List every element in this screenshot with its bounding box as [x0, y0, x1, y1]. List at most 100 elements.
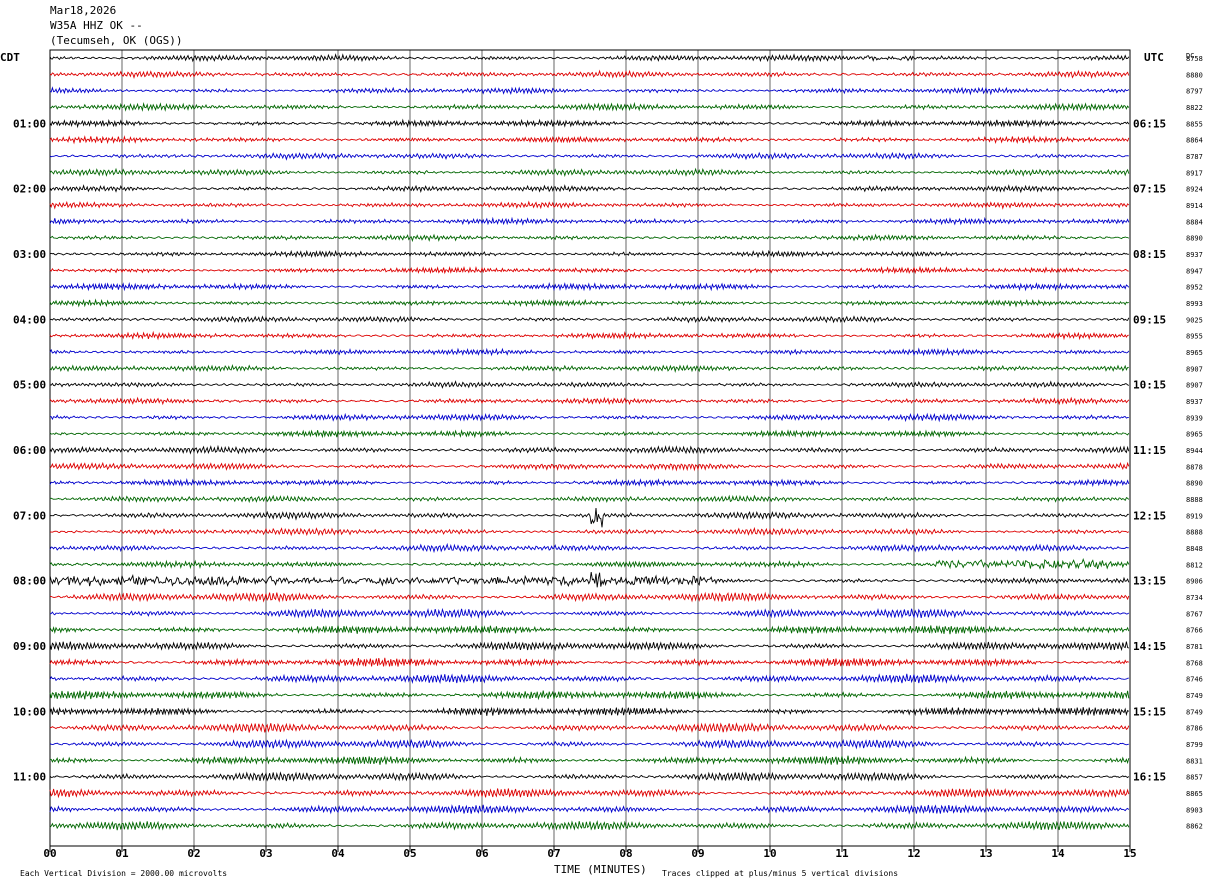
- dc-offset-label: 8937: [1186, 398, 1203, 406]
- seismogram-trace: [49, 771, 1130, 782]
- right-timezone-label: UTC: [1144, 51, 1164, 64]
- footer-clip-note: Traces clipped at plus/minus 5 vertical …: [662, 869, 898, 878]
- dc-label: DC: [1186, 52, 1194, 60]
- left-hour-label: 07:00: [13, 509, 46, 522]
- dc-offset-label: 8862: [1186, 823, 1203, 831]
- dc-offset-label: 8919: [1186, 512, 1203, 520]
- dc-offset-label: 8917: [1186, 169, 1203, 177]
- left-hour-label: 11:00: [13, 771, 46, 784]
- dc-offset-label: 8749: [1186, 692, 1203, 700]
- dc-offset-label: 8848: [1186, 545, 1203, 553]
- seismogram-trace: [49, 101, 1130, 112]
- seismogram-trace: [49, 557, 1130, 570]
- right-hour-label: 10:15: [1133, 379, 1166, 392]
- seismogram-trace: [49, 380, 1129, 389]
- seismogram-trace: [49, 151, 1129, 161]
- left-hour-label: 03:00: [13, 248, 46, 261]
- dc-offset-label: 8952: [1186, 284, 1203, 292]
- seismogram-trace: [49, 347, 1130, 357]
- dc-offset-label: 8965: [1186, 431, 1203, 439]
- seismogram-trace: [49, 804, 1130, 815]
- right-hour-label: 11:15: [1133, 444, 1166, 457]
- left-hour-label: 02:00: [13, 183, 46, 196]
- dc-offset-label: 8734: [1186, 594, 1203, 602]
- seismogram-trace: [49, 690, 1130, 701]
- dc-offset-label: 8937: [1186, 251, 1203, 259]
- seismogram-trace: [49, 53, 1130, 63]
- dc-offset-label: 8799: [1186, 741, 1203, 749]
- seismogram-trace: [49, 396, 1130, 406]
- x-tick-label: 13: [979, 847, 992, 860]
- x-tick-label: 11: [835, 847, 849, 860]
- x-tick-label: 03: [259, 847, 272, 860]
- dc-offset-label: 8944: [1186, 447, 1203, 455]
- seismogram-trace: [49, 429, 1130, 439]
- dc-offset-label: 8857: [1186, 774, 1203, 782]
- dc-offset-label: 9025: [1186, 316, 1203, 324]
- dc-offset-label: 8864: [1186, 137, 1203, 145]
- x-tick-label: 07: [547, 847, 560, 860]
- seismogram-trace: [49, 315, 1130, 324]
- seismogram-trace: [49, 200, 1130, 210]
- dc-offset-label: 8888: [1186, 529, 1203, 537]
- dc-offset-label: 8865: [1186, 790, 1203, 798]
- left-hour-label: 09:00: [13, 640, 46, 653]
- seismogram-trace: [49, 657, 1130, 668]
- dc-offset-label: 8888: [1186, 496, 1203, 504]
- right-hour-label: 14:15: [1133, 640, 1166, 653]
- dc-offset-label: 8831: [1186, 757, 1203, 765]
- seismogram-trace: [49, 508, 1129, 528]
- dc-offset-label: 8884: [1186, 218, 1203, 226]
- left-hour-label: 10:00: [13, 705, 46, 718]
- seismogram-trace: [49, 363, 1129, 373]
- dc-offset-label: 8878: [1186, 463, 1203, 471]
- seismogram-trace: [49, 412, 1129, 423]
- x-tick-label: 15: [1123, 847, 1136, 860]
- seismogram-trace: [49, 787, 1130, 799]
- right-hour-label: 06:15: [1133, 117, 1166, 130]
- seismogram-trace: [49, 330, 1129, 341]
- seismogram-trace: [49, 461, 1130, 472]
- dc-offset-label: 8955: [1186, 333, 1203, 341]
- seismogram-trace: [49, 478, 1130, 488]
- dc-offset-label: 8786: [1186, 725, 1203, 733]
- seismogram-trace: [49, 233, 1130, 243]
- x-tick-label: 12: [907, 847, 920, 860]
- dc-offset-label: 8906: [1186, 578, 1203, 586]
- x-tick-label: 01: [115, 847, 129, 860]
- dc-offset-label: 8890: [1186, 480, 1203, 488]
- seismogram-trace: [49, 607, 1130, 619]
- seismogram-trace: [49, 69, 1130, 79]
- x-tick-label: 06: [475, 847, 489, 860]
- seismogram-trace: [49, 281, 1130, 292]
- x-tick-label: 10: [763, 847, 776, 860]
- x-axis-title: TIME (MINUTES): [554, 863, 647, 876]
- dc-offset-label: 8903: [1186, 806, 1203, 814]
- right-hour-label: 13:15: [1133, 575, 1166, 588]
- seismogram-trace: [49, 167, 1130, 178]
- seismogram-trace: [49, 494, 1130, 504]
- seismogram-trace: [49, 249, 1129, 259]
- right-hour-label: 07:15: [1133, 183, 1166, 196]
- left-hour-label: 08:00: [13, 575, 46, 588]
- x-tick-label: 14: [1051, 847, 1065, 860]
- dc-offset-label: 8746: [1186, 676, 1203, 684]
- seismogram-trace: [49, 706, 1130, 717]
- dc-offset-label: 8907: [1186, 365, 1203, 373]
- seismogram-trace: [49, 216, 1130, 226]
- seismogram-trace: [49, 819, 1130, 831]
- right-hour-label: 12:15: [1133, 509, 1166, 522]
- x-tick-label: 00: [43, 847, 56, 860]
- seismogram-trace: [49, 134, 1130, 145]
- seismogram-trace: [49, 625, 1130, 635]
- dc-offset-label: 8880: [1186, 71, 1203, 79]
- dc-offset-label: 8914: [1186, 202, 1203, 210]
- dc-offset-label: 8965: [1186, 349, 1203, 357]
- seismogram-trace: [49, 86, 1130, 96]
- seismogram-trace: [49, 722, 1130, 734]
- seismogram-trace: [49, 673, 1129, 685]
- seismogram-trace: [49, 184, 1130, 194]
- seismogram-trace: [49, 755, 1130, 766]
- dc-offset-label: 8993: [1186, 300, 1203, 308]
